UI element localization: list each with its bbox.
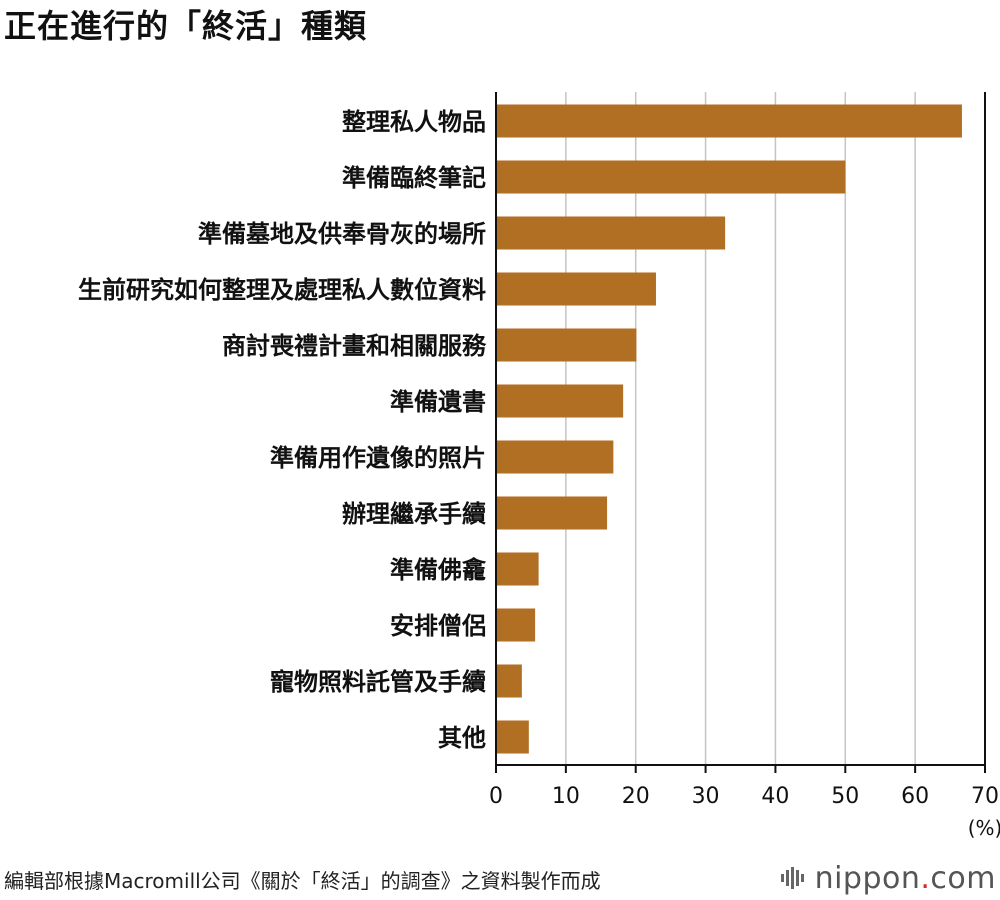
x-tick-label: 10 xyxy=(552,784,580,809)
bar xyxy=(496,720,529,754)
chart-title: 正在進行的「終活」種類 xyxy=(4,7,368,45)
category-label: 準備佛龕 xyxy=(390,556,487,584)
x-tick-label: 50 xyxy=(831,784,859,809)
nippon-logo-icon xyxy=(779,863,809,893)
x-tick-label: 70 xyxy=(971,784,999,809)
bar xyxy=(496,328,637,362)
category-label: 寵物照料託管及手續 xyxy=(270,668,486,696)
category-label: 辦理繼承手續 xyxy=(342,500,486,528)
bar xyxy=(496,272,656,306)
category-label: 安排僧侶 xyxy=(390,612,486,640)
bar xyxy=(496,160,846,194)
x-tick-label: 30 xyxy=(692,784,720,809)
logo-suffix: com xyxy=(930,860,996,896)
x-tick-label: 0 xyxy=(489,784,503,809)
category-label: 整理私人物品 xyxy=(342,108,486,136)
category-label: 準備臨終筆記 xyxy=(342,164,486,192)
category-label: 其他 xyxy=(438,724,486,752)
category-label: 準備遺書 xyxy=(390,388,486,416)
bar xyxy=(496,384,624,418)
category-label: 商討喪禮計畫和相關服務 xyxy=(222,332,487,360)
x-tick-label: 40 xyxy=(761,784,789,809)
category-label: 生前研究如何整理及處理私人數位資料 xyxy=(78,276,486,304)
bar xyxy=(496,104,962,138)
horizontal-bar-chart: 整理私人物品準備臨終筆記準備墓地及供奉骨灰的場所生前研究如何整理及處理私人數位資… xyxy=(78,92,1000,840)
logo-wordmark: nippon.com xyxy=(815,861,996,896)
bar xyxy=(496,608,536,642)
logo-dot: . xyxy=(920,860,931,896)
bar xyxy=(496,664,522,698)
x-unit-label: (%) xyxy=(968,816,1000,840)
nippon-logo[interactable]: nippon.com xyxy=(779,858,996,898)
source-note: 編輯部根據Macromill公司《關於「終活」的調查》之資料製作而成 xyxy=(4,869,601,893)
bar xyxy=(496,440,614,474)
category-label: 準備用作遺像的照片 xyxy=(270,444,486,472)
bar xyxy=(496,216,726,250)
category-label: 準備墓地及供奉骨灰的場所 xyxy=(198,220,486,248)
bar xyxy=(496,552,539,586)
bar xyxy=(496,496,608,530)
x-tick-label: 60 xyxy=(901,784,929,809)
x-tick-label: 20 xyxy=(622,784,650,809)
logo-name: nippon xyxy=(814,860,921,896)
